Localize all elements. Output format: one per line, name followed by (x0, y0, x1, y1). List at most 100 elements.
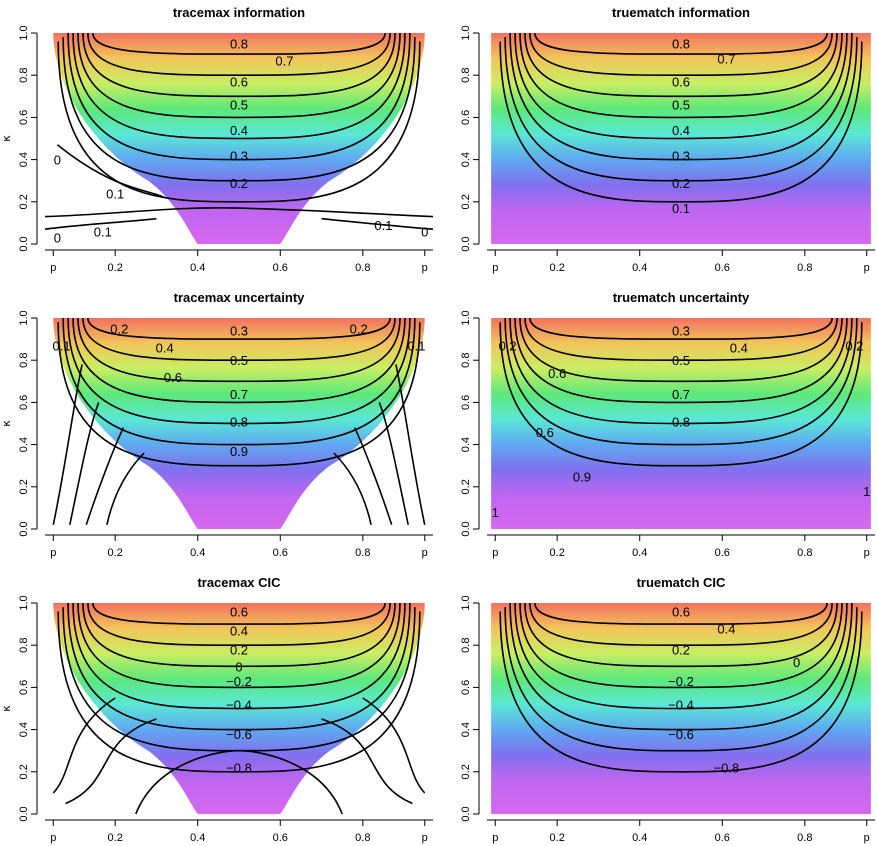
contour-label: −0.6 (226, 727, 252, 742)
y-tick-label: 0.6 (460, 680, 472, 695)
contour-label: 0 (54, 153, 61, 168)
contour-label: 0 (235, 659, 242, 674)
x-tick-label: p (422, 832, 428, 844)
panel-0: 0.8 0.7 0.6 0.5 0.4 0.3 0.2 0.1 0.1 0.1 0 0 0 p 0.2 0.4… (0, 5, 434, 274)
contour-label: −0.4 (226, 697, 252, 712)
x-tick-label: 0.2 (108, 832, 123, 844)
contour-label: 1 (863, 484, 870, 499)
contour-line (321, 718, 413, 805)
x-tick-label: 0.6 (273, 832, 288, 844)
contour-line (529, 317, 833, 340)
contour-label: −0.2 (226, 674, 252, 689)
contour-label: 0.2 (350, 322, 368, 337)
contour-line (77, 32, 401, 119)
x-tick-label: p (864, 262, 870, 274)
contour-line (72, 317, 406, 404)
contour-line (524, 602, 838, 668)
panel-title: truematch information (612, 5, 750, 20)
y-tick-label: 0.8 (460, 638, 472, 653)
contour-line (65, 718, 157, 805)
panel-title: tracemax uncertainty (174, 290, 306, 305)
contour-label: −0.8 (226, 761, 252, 776)
contour-line (514, 602, 848, 710)
contour-label: 0.8 (672, 37, 690, 52)
contour-line (499, 41, 863, 203)
contour-label: 0.1 (106, 186, 124, 201)
x-tick-label: p (50, 832, 56, 844)
y-tick-label: 0.8 (460, 68, 472, 83)
contour-line (529, 32, 833, 77)
y-tick-label: 0.2 (460, 194, 472, 209)
contour-line (504, 317, 858, 446)
contour-line (82, 32, 396, 98)
x-tick-label: 0.6 (715, 262, 730, 274)
x-tick-label: 0.2 (550, 547, 565, 559)
x-tick-label: p (492, 832, 498, 844)
contour-line (362, 697, 426, 794)
contour-label: 0.7 (672, 387, 690, 402)
y-tick-label: 0.0 (18, 236, 30, 251)
y-tick-label: 1.0 (460, 595, 472, 610)
contour-line (321, 217, 434, 230)
contour-label: 0.5 (230, 353, 248, 368)
contour-line (62, 317, 416, 446)
y-tick-label: 0.0 (460, 236, 472, 251)
contour-line (57, 41, 421, 203)
x-tick-label: 0.8 (797, 547, 812, 559)
x-tick-label: 0.6 (715, 832, 730, 844)
contour-label: 0.6 (548, 366, 566, 381)
y-tick-label: 0.6 (460, 395, 472, 410)
x-tick-label: 0.6 (273, 547, 288, 559)
x-tick-label: 0.4 (632, 262, 647, 274)
contour-line (87, 602, 391, 647)
y-tick-label: 0.4 (460, 437, 472, 452)
y-tick-label: 0.4 (460, 152, 472, 167)
contour-label: 0.1 (374, 218, 392, 233)
contour-label: 0.6 (230, 75, 248, 90)
contour-label: 0.5 (672, 98, 690, 113)
contour-line (69, 402, 100, 525)
contour-line (353, 427, 393, 526)
contour-line (87, 317, 391, 340)
contour-line (67, 317, 411, 425)
contour-label: −0.6 (668, 727, 694, 742)
contour-label: 0.2 (672, 176, 690, 191)
x-tick-label: 0.2 (550, 832, 565, 844)
contour-label: 0.6 (536, 425, 554, 440)
contour-label: 0.7 (230, 387, 248, 402)
contour-label: 0.6 (164, 370, 182, 385)
contour-line (499, 611, 863, 773)
y-tick-label: 1.0 (18, 310, 30, 325)
y-tick-label: 1.0 (18, 595, 30, 610)
x-tick-label: p (492, 547, 498, 559)
contour-label: −0.2 (668, 674, 694, 689)
panel-title: truematch CIC (637, 575, 726, 590)
contour-label: 0.2 (499, 338, 517, 353)
y-tick-label: 1.0 (18, 25, 30, 40)
y-tick-label: 0.2 (18, 479, 30, 494)
contour-label: 0.4 (230, 623, 248, 638)
contour-label: 0.1 (52, 338, 70, 353)
x-tick-label: 0.8 (355, 547, 370, 559)
contour-label: 0.4 (672, 123, 690, 138)
contour-line (509, 602, 853, 731)
contour-label: 0.8 (230, 37, 248, 52)
x-tick-label: 0.2 (550, 262, 565, 274)
x-tick-label: 0.8 (355, 262, 370, 274)
x-tick-label: 0.8 (797, 832, 812, 844)
contour-label: 0.6 (230, 604, 248, 619)
contour-line (67, 32, 411, 161)
contour-label: 0.4 (230, 123, 248, 138)
y-tick-label: 0.2 (18, 194, 30, 209)
contour-label: 0.3 (230, 148, 248, 163)
y-tick-label: 0.2 (460, 764, 472, 779)
contour-line (395, 364, 426, 525)
y-tick-label: 0.8 (18, 353, 30, 368)
contour-label: 0.5 (230, 98, 248, 113)
panel-2: 0.3 0.2 0.2 0.1 0.1 0.4 0.5 0.6 0.7 0.8 0.9 p 0.2 0.4… (0, 290, 433, 559)
contour-label: 0.5 (672, 353, 690, 368)
x-tick-label: 0.6 (715, 547, 730, 559)
y-axis-label: κ (0, 705, 13, 712)
contour-label: 0.7 (275, 53, 293, 68)
